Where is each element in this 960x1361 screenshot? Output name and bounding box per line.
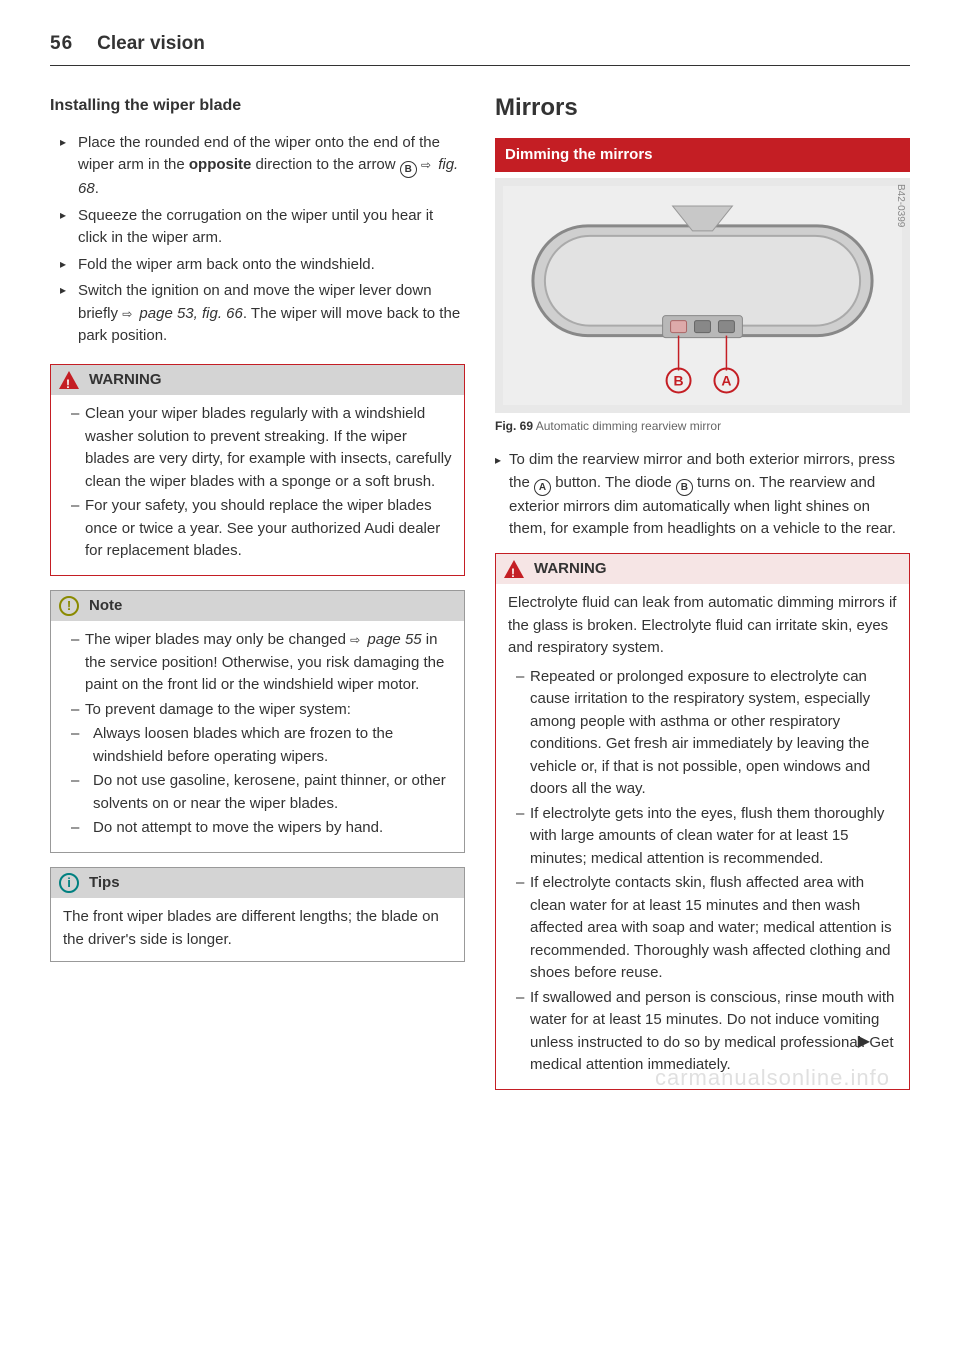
tips-header: i Tips	[51, 868, 464, 899]
install-steps: Place the rounded end of the wiper onto …	[50, 132, 465, 348]
note-nested-item: Do not attempt to move the wipers by han…	[71, 817, 452, 840]
left-column: Installing the wiper blade Place the rou…	[50, 90, 465, 1104]
figure-caption: Fig. 69 Automatic dimming rearview mirro…	[495, 417, 910, 435]
mirror-figure: B42-0399 B A	[495, 178, 910, 413]
note-header: ! Note	[51, 591, 464, 622]
warning-label: WARNING	[534, 558, 607, 581]
mirror-warning-callout: ! WARNING Electrolyte fluid can leak fro…	[495, 553, 910, 1090]
mirror-warning-items: Repeated or prolonged exposure to electr…	[508, 666, 897, 1077]
warning-item: Clean your wiper blades regularly with a…	[71, 403, 452, 493]
warning-callout: ! WARNING Clean your wiper blades regula…	[50, 364, 465, 576]
page-number: 56	[50, 30, 73, 59]
warning-triangle-icon: !	[504, 560, 524, 578]
tips-icon: i	[59, 873, 79, 893]
mirror-intro: To dim the rearview mirror and both exte…	[495, 449, 910, 541]
tips-body: The front wiper blades are different len…	[51, 898, 464, 961]
svg-text:A: A	[721, 372, 731, 388]
note-item: To prevent damage to the wiper system:	[71, 699, 452, 722]
figure-caption-text: Automatic dimming rearview mirror	[536, 419, 721, 433]
warning-triangle-icon: !	[59, 371, 79, 389]
step-item: Fold the wiper arm back onto the windshi…	[64, 254, 465, 277]
note-items: The wiper blades may only be changed pag…	[63, 629, 452, 840]
dimming-title-bar: Dimming the mirrors	[495, 138, 910, 173]
tips-label: Tips	[89, 872, 120, 895]
note-callout: ! Note The wiper blades may only be chan…	[50, 590, 465, 853]
continue-arrow-icon: ▶	[858, 1030, 870, 1054]
installing-heading: Installing the wiper blade	[50, 94, 465, 118]
tips-callout: i Tips The front wiper blades are differ…	[50, 867, 465, 963]
right-column: Mirrors Dimming the mirrors B42-0399	[495, 90, 910, 1104]
step-item: Squeeze the corrugation on the wiper unt…	[64, 205, 465, 250]
warning-items: Clean your wiper blades regularly with a…	[63, 403, 452, 563]
note-nested-item: Do not use gasoline, kerosene, paint thi…	[71, 770, 452, 815]
warning-item: If electrolyte contacts skin, flush affe…	[516, 872, 897, 985]
figure-label: Fig. 69	[495, 419, 533, 433]
mirror-illustration: B A	[503, 186, 902, 405]
warning-label: WARNING	[89, 369, 162, 392]
page-header: 56 Clear vision	[50, 30, 910, 66]
step-item: Switch the ignition on and move the wipe…	[64, 280, 465, 348]
note-item: The wiper blades may only be changed pag…	[71, 629, 452, 697]
chapter-title: Clear vision	[97, 30, 205, 59]
warning-item: Repeated or prolonged exposure to electr…	[516, 666, 897, 801]
warning-header: ! WARNING	[51, 365, 464, 396]
mirrors-heading: Mirrors	[495, 90, 910, 126]
mirror-intro-text: To dim the rearview mirror and both exte…	[509, 451, 896, 537]
note-icon: !	[59, 596, 79, 616]
warning-item: If electrolyte gets into the eyes, flush…	[516, 803, 897, 871]
note-nested-item: Always loosen blades which are frozen to…	[71, 723, 452, 768]
warning-item: If swallowed and person is conscious, ri…	[516, 987, 897, 1077]
warning-item: For your safety, you should replace the …	[71, 495, 452, 563]
warning-lead: Electrolyte fluid can leak from automati…	[508, 592, 897, 660]
svg-text:B: B	[674, 372, 684, 388]
step-item: Place the rounded end of the wiper onto …	[64, 132, 465, 201]
note-label: Note	[89, 595, 122, 618]
mirror-warning-header: ! WARNING	[496, 554, 909, 585]
figure-code: B42-0399	[893, 184, 908, 227]
